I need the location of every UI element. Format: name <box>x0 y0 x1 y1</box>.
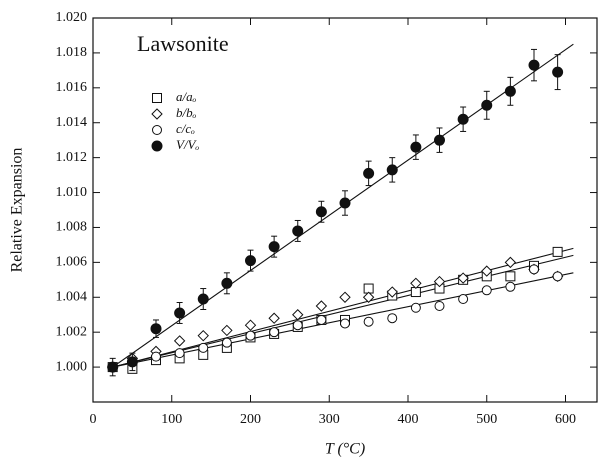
legend-label: b/bₒ <box>176 105 197 120</box>
point-circle <box>152 125 162 135</box>
point-circle <box>340 318 350 329</box>
x-tick-label: 500 <box>476 412 497 427</box>
x-axis-label: T (°C) <box>325 441 365 458</box>
point-filled <box>481 99 493 111</box>
plot-frame <box>92 17 598 403</box>
point-diamond <box>504 256 517 269</box>
point-filled <box>292 225 304 237</box>
point-diamond <box>268 312 280 324</box>
point-circle <box>410 302 421 313</box>
point-circle <box>269 327 280 338</box>
point-filled <box>386 164 398 176</box>
legend-label: c/cₒ <box>176 121 195 136</box>
point-filled <box>107 361 119 373</box>
point-diamond <box>339 291 351 303</box>
y-tick-label: 1.012 <box>56 150 88 165</box>
point-diamond <box>151 108 163 120</box>
point-filled <box>434 134 445 146</box>
point-filled <box>151 140 163 152</box>
x-tick-label: 300 <box>319 412 340 427</box>
point-circle <box>505 281 516 292</box>
point-diamond <box>410 277 422 290</box>
y-tick-label: 1.006 <box>56 255 88 270</box>
point-filled <box>245 255 256 267</box>
point-diamond <box>197 329 209 342</box>
point-filled <box>126 356 138 368</box>
y-tick-label: 1.016 <box>56 80 88 95</box>
y-tick-label: 1.002 <box>56 324 88 339</box>
point-filled <box>339 197 351 209</box>
y-tick-label: 1.010 <box>56 185 88 200</box>
point-circle <box>363 316 374 327</box>
point-circle <box>529 264 539 275</box>
x-tick-label: 600 <box>555 412 576 427</box>
y-axis-label: Relative Expansion <box>9 148 26 273</box>
point-filled <box>315 206 327 218</box>
point-circle <box>151 351 161 362</box>
point-filled <box>150 323 162 335</box>
point-circle <box>434 301 445 311</box>
point-filled <box>268 241 280 253</box>
chart-title: Lawsonite <box>137 31 229 56</box>
point-filled <box>504 85 516 97</box>
point-filled <box>552 66 564 78</box>
point-diamond <box>221 324 233 337</box>
point-filled <box>174 307 186 319</box>
fit-line <box>112 254 574 368</box>
y-tick-label: 1.008 <box>56 220 88 235</box>
point-filled <box>363 167 375 179</box>
point-filled <box>410 141 422 153</box>
x-tick-label: 400 <box>398 412 419 427</box>
x-tick-label: 200 <box>240 412 261 427</box>
point-diamond <box>433 275 446 288</box>
point-square <box>505 271 516 282</box>
y-tick-label: 1.004 <box>56 289 88 304</box>
legend-label: a/aₒ <box>176 89 197 104</box>
y-tick-label: 1.014 <box>56 115 88 130</box>
x-tick-label: 100 <box>161 412 182 427</box>
point-filled <box>221 277 233 289</box>
point-filled <box>528 59 540 71</box>
point-filled <box>457 113 469 125</box>
point-diamond <box>292 309 304 321</box>
point-circle <box>245 330 256 341</box>
legend-label: V/Vₒ <box>176 137 199 152</box>
point-circle <box>458 294 469 305</box>
point-circle <box>221 337 232 348</box>
point-circle <box>387 313 398 324</box>
point-circle <box>481 285 492 296</box>
point-diamond <box>457 272 469 284</box>
point-diamond <box>362 291 375 303</box>
point-diamond <box>173 335 186 347</box>
point-circle <box>174 348 185 359</box>
point-filled <box>197 293 209 305</box>
point-circle <box>316 314 327 325</box>
y-tick-label: 1.020 <box>56 10 88 25</box>
point-square <box>152 93 162 103</box>
point-diamond <box>481 265 493 277</box>
point-circle <box>552 271 563 282</box>
point-circle <box>292 320 303 331</box>
y-tick-label: 1.000 <box>56 359 88 374</box>
point-circle <box>198 342 209 353</box>
y-tick-label: 1.018 <box>56 45 88 60</box>
point-diamond <box>386 286 398 298</box>
point-diamond <box>244 319 257 331</box>
point-diamond <box>315 300 328 312</box>
point-square <box>552 246 563 257</box>
x-tick-label: 0 <box>90 412 97 427</box>
fit-line <box>112 247 574 368</box>
